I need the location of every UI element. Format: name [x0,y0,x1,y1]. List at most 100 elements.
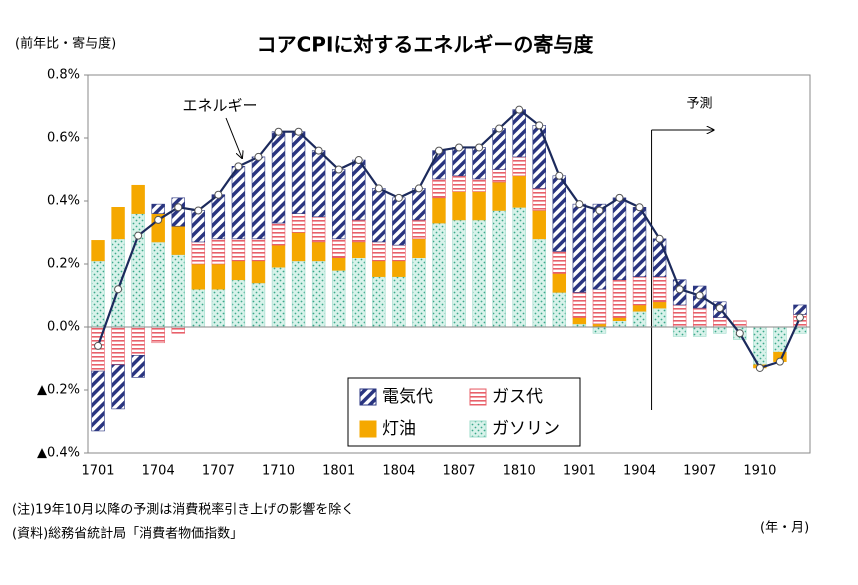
line-marker [655,234,664,243]
line-marker [434,146,443,155]
line-label: エネルギー [182,97,257,115]
bar-segment [632,276,647,306]
x-axis-label: (年・月) [760,521,809,536]
bar-segment [191,288,206,328]
bar-segment [432,197,446,224]
line-marker [174,203,183,212]
x-tick-label: 1910 [743,464,776,479]
line-marker [535,121,544,130]
bar-segment [111,326,125,366]
bar-segment [271,222,286,246]
bar-segment [392,197,406,246]
bar-segment [612,320,627,328]
bar-segment [352,219,366,243]
bar-segment [592,203,607,290]
bar-segment [171,225,185,255]
bar-segment [111,207,125,240]
line-marker [294,127,303,136]
line-marker [134,231,143,240]
bar-segment [331,238,346,259]
bar-segment [632,310,647,328]
bar-segment [713,317,727,328]
bar-segment [412,188,426,221]
bar-segment [91,370,105,432]
bar-segment [412,219,426,240]
bar-segment [311,241,326,262]
bar-segment [231,279,246,328]
bar-segment [311,150,326,218]
bar-segment [552,292,567,328]
bar-segment [592,326,607,334]
bar-segment [652,276,667,303]
bar-segment [131,326,145,356]
bar-segment [572,317,587,325]
bar-segment [291,232,306,262]
line-marker [334,165,343,174]
legend-box [347,377,581,447]
bar-segment [432,178,446,199]
legend-swatch [469,420,487,438]
bar-segment [612,317,627,321]
line-marker [515,105,524,114]
bar-segment [251,282,266,328]
line-marker [675,285,684,294]
line-marker [695,291,704,300]
bar-segment [171,326,185,334]
bar-segment [191,263,206,290]
bar-segment [552,273,567,293]
bar-segment [311,260,326,328]
bar-segment [211,194,226,240]
bar-segment [392,276,406,328]
bar-segment [291,260,306,328]
line-marker [214,190,223,199]
bar-segment [271,131,286,224]
note: (注)19年10月以降の予測は消費税率引き上げの影響を除く [12,502,354,518]
bar-segment [91,240,105,262]
bar-segment [352,241,366,258]
forecast-label: 予測 [687,97,713,112]
x-tick-label: 1804 [382,464,415,479]
line-marker [94,341,103,350]
bar-segment [191,241,206,265]
line-marker [314,146,323,155]
bar-segment [412,257,426,328]
line-marker [755,363,764,372]
bar-segment [331,269,346,328]
x-tick-label: 1810 [503,464,536,479]
legend-swatch [359,388,377,406]
bar-segment [111,238,125,328]
line-marker [735,329,744,338]
bar-segment [171,254,185,328]
bar-segment [372,260,386,277]
bar-segment [612,197,627,281]
legend-swatch [359,420,377,438]
line-marker [555,171,564,180]
bar-segment [392,244,406,262]
bar-segment [532,188,546,211]
bar-segment [432,222,446,328]
line-marker [414,184,423,193]
bar-segment [692,307,707,328]
y-tick-label: 0.6% [47,131,80,146]
bar-segment [251,260,266,284]
bar-segment [492,210,506,328]
legend-label: ガソリン [492,419,560,439]
bar-segment [251,156,266,240]
line-marker [374,184,383,193]
bar-segment [472,191,486,221]
x-tick-label: 1704 [142,464,175,479]
bar-segment [652,301,667,309]
bar-segment [793,304,807,315]
x-tick-label: 1710 [262,464,295,479]
line-marker [114,285,123,294]
bar-segment [151,326,165,344]
bar-segment [131,355,145,378]
unit-label: (前年比・寄与度) [15,36,116,52]
bar-segment [191,210,206,243]
bar-segment [492,169,506,183]
bar-segment [372,188,386,243]
bar-segment [452,175,466,192]
y-tick-label: 0.8% [47,68,80,83]
bar-segment [452,219,466,328]
line-marker [575,200,584,209]
